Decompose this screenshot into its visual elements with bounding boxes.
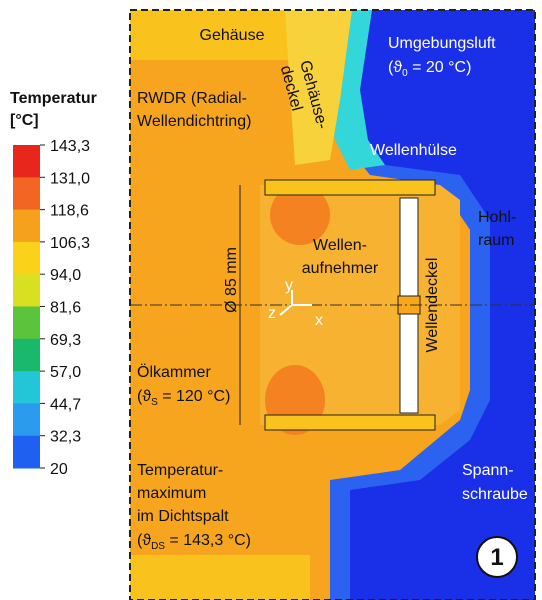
subscript: DS — [151, 541, 165, 552]
axis-label: z — [268, 305, 276, 322]
label: Wellenhülse — [370, 142, 457, 159]
label: Wellen- — [313, 237, 367, 254]
text: (ϑ — [137, 532, 151, 549]
label: Wellendichtring) — [137, 113, 251, 130]
text: = 20 °C) — [408, 59, 472, 76]
colorbar-band — [13, 274, 40, 307]
colorbar-label: 106,3 — [50, 235, 90, 252]
colorbar-band — [13, 339, 40, 372]
colorbar-band — [13, 210, 40, 243]
label: Wellendeckel — [424, 258, 441, 353]
colorbar-band — [13, 177, 40, 210]
label: Umgebungsluft — [388, 35, 496, 52]
colorbar-label: 57,0 — [50, 364, 81, 381]
colorbar-label: 143,3 — [50, 138, 90, 155]
colorbar-label: 94,0 — [50, 267, 81, 284]
colorbar-label: 118,6 — [50, 203, 89, 220]
label: Ø 85 mm — [223, 247, 240, 313]
colorbar-band — [13, 403, 40, 436]
colorbar-label: 32,3 — [50, 429, 81, 446]
colorbar-band — [13, 145, 40, 178]
colorbar: 143,3 131,0 118,6 106,3 94,0 81,6 69,3 57,0 44,7… — [13, 138, 90, 478]
colorbar-label: 69,3 — [50, 332, 81, 349]
label: Gehäuse — [200, 27, 265, 44]
figure: Temperatur [°C] 143,3 131,0 118,6 106,3 94,0… — [0, 0, 542, 600]
label: RWDR (Radial- — [137, 90, 247, 107]
text: (ϑ — [388, 59, 402, 76]
text: = 120 °C) — [158, 388, 231, 405]
label: aufnehmer — [302, 260, 379, 277]
label: im Dichtspalt — [137, 508, 229, 525]
shaft-sleeve — [265, 180, 435, 195]
label: Hohl- — [478, 209, 516, 226]
colorbar-band — [13, 307, 40, 340]
label: raum — [478, 232, 514, 249]
colorbar-label: 44,7 — [50, 396, 81, 413]
legend-unit: [°C] — [10, 112, 39, 129]
colorbar-band — [13, 371, 40, 404]
legend-title: Temperatur — [10, 90, 97, 107]
colorbar-band — [13, 242, 40, 275]
colorbar-label: 131,0 — [50, 170, 90, 187]
text: (ϑ — [137, 388, 151, 405]
label: schraube — [462, 486, 528, 503]
label: Temperatur- — [137, 462, 223, 479]
figure-number: 1 — [490, 544, 503, 571]
colorbar-label: 20 — [50, 461, 68, 478]
label: Ölkammer — [137, 363, 211, 381]
axis-label: x — [315, 312, 323, 329]
text: = 143,3 °C) — [165, 532, 251, 549]
colorbar-label: 81,6 — [50, 300, 81, 317]
shaft-sleeve — [265, 415, 435, 430]
label: Spann- — [462, 462, 514, 479]
housing — [130, 555, 310, 600]
colorbar-band — [13, 436, 40, 469]
label: maximum — [137, 485, 206, 502]
